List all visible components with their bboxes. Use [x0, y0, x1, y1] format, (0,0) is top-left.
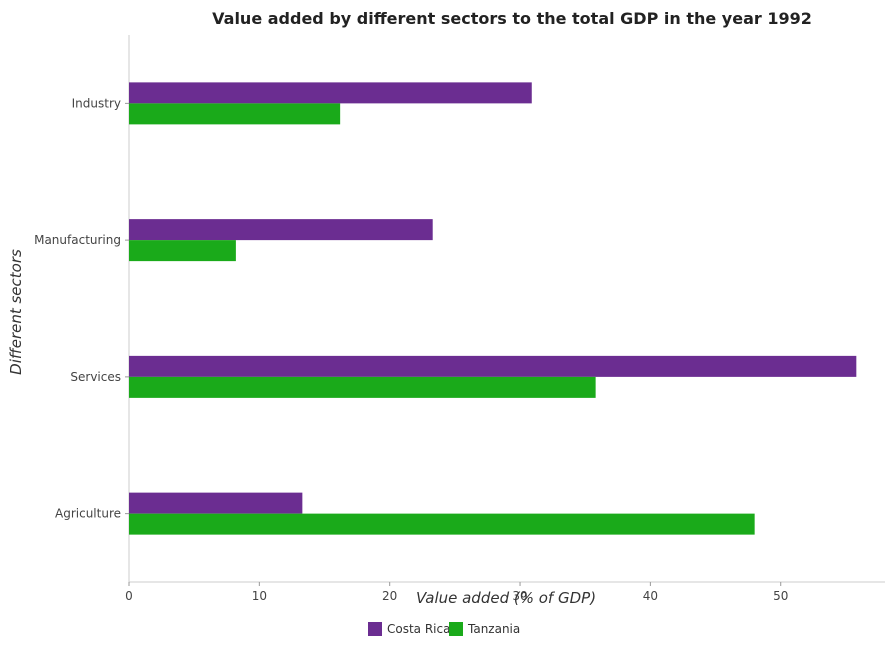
y-ticks: Industry Manufacturing Services Agriculture	[34, 96, 129, 521]
x-tick-label: 20	[382, 589, 397, 603]
x-tick-label: 30	[512, 589, 527, 603]
x-tick-label: 50	[773, 589, 788, 603]
bar-tanzania-industry	[129, 103, 341, 125]
bar-tanzania-services	[129, 376, 596, 398]
legend-label-costa-rica: Costa Rica	[387, 622, 450, 636]
bar-tanzania-agriculture	[129, 513, 755, 535]
legend-swatch-tanzania	[449, 622, 463, 636]
y-tick-label: Services	[70, 370, 121, 384]
bar-costa-rica-agriculture	[129, 492, 303, 514]
legend: Costa Rica Tanzania	[368, 622, 520, 636]
x-tick-label: 0	[125, 589, 133, 603]
y-tick-label: Industry	[72, 96, 121, 110]
bars	[129, 82, 857, 535]
x-tick-label: 40	[643, 589, 658, 603]
chart-title: Value added by different sectors to the …	[212, 9, 812, 28]
bar-costa-rica-services	[129, 355, 857, 377]
legend-swatch-costa-rica	[368, 622, 382, 636]
y-axis-label: Different sectors	[7, 249, 25, 375]
x-tick-label: 10	[252, 589, 267, 603]
y-tick-label: Manufacturing	[34, 233, 121, 247]
y-tick-label: Agriculture	[55, 507, 121, 521]
plot-area: 0 10 20 30 40 50 Industry Manufacturing Service…	[34, 35, 885, 603]
bar-costa-rica-industry	[129, 82, 532, 104]
bar-tanzania-manufacturing	[129, 240, 236, 262]
x-ticks: 0 10 20 30 40 50	[125, 582, 788, 603]
legend-label-tanzania: Tanzania	[467, 622, 520, 636]
bar-costa-rica-manufacturing	[129, 219, 433, 241]
x-axis-label: Value added (% of GDP)	[416, 589, 596, 607]
